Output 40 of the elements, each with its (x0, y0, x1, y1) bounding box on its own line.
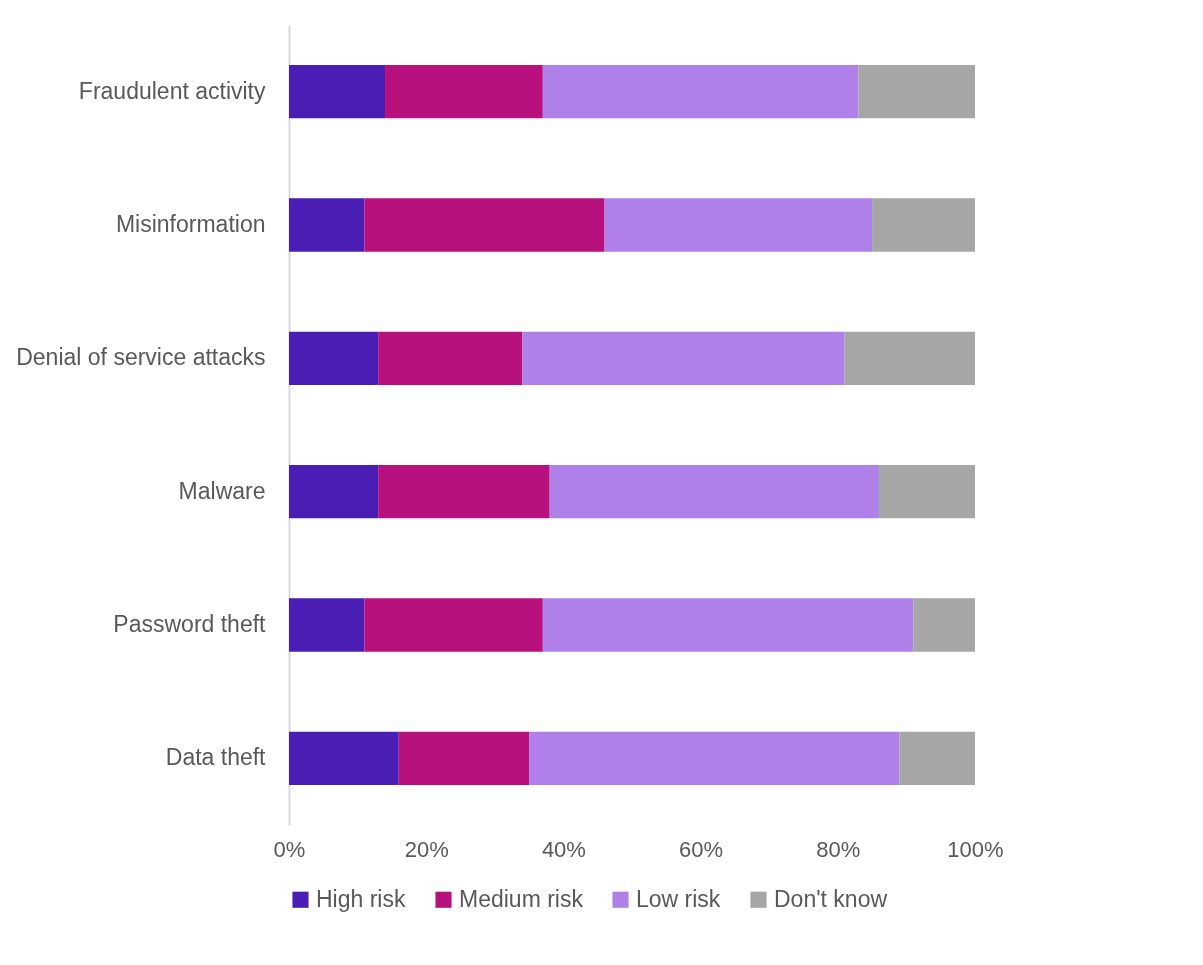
bar (289, 465, 379, 519)
x-tick-label: 100% (947, 836, 1004, 862)
y-tick-label: Data theft (165, 744, 267, 771)
bar (289, 331, 379, 385)
legend-label: Low risk (636, 885, 721, 912)
legend-label: High risk (316, 885, 406, 912)
bar (858, 65, 975, 119)
x-tick-label: 80% (816, 836, 861, 862)
bar (542, 598, 914, 652)
y-tick-label: Password theft (113, 611, 267, 637)
bar (364, 198, 605, 252)
bar (913, 598, 975, 652)
legend-label: Don't know (774, 885, 888, 912)
bar (604, 198, 873, 252)
bar (844, 331, 975, 385)
bar (549, 465, 879, 519)
bar (378, 331, 523, 385)
x-tick-label: 40% (541, 836, 586, 862)
x-tick-label: 60% (679, 836, 724, 862)
y-tick-label: Misinformation (115, 211, 266, 237)
y-tick-label: Malware (178, 477, 266, 504)
bar (289, 598, 365, 652)
bar (398, 731, 530, 785)
bar (522, 331, 845, 385)
bar (378, 465, 550, 519)
bar (289, 731, 399, 785)
bar (872, 198, 975, 252)
y-tick-label: Fraudulent activity (78, 77, 266, 104)
y-tick-label: Denial of service attacks (16, 344, 266, 371)
bar (289, 65, 386, 119)
bar (364, 598, 543, 652)
bar (385, 65, 543, 119)
legend-label: Medium risk (459, 885, 584, 912)
bar (542, 65, 859, 119)
bar (899, 731, 975, 785)
bar (529, 731, 900, 785)
x-tick-label: 0% (273, 836, 306, 862)
x-tick-label: 20% (404, 836, 449, 862)
bar (878, 465, 975, 519)
bar (289, 198, 365, 252)
